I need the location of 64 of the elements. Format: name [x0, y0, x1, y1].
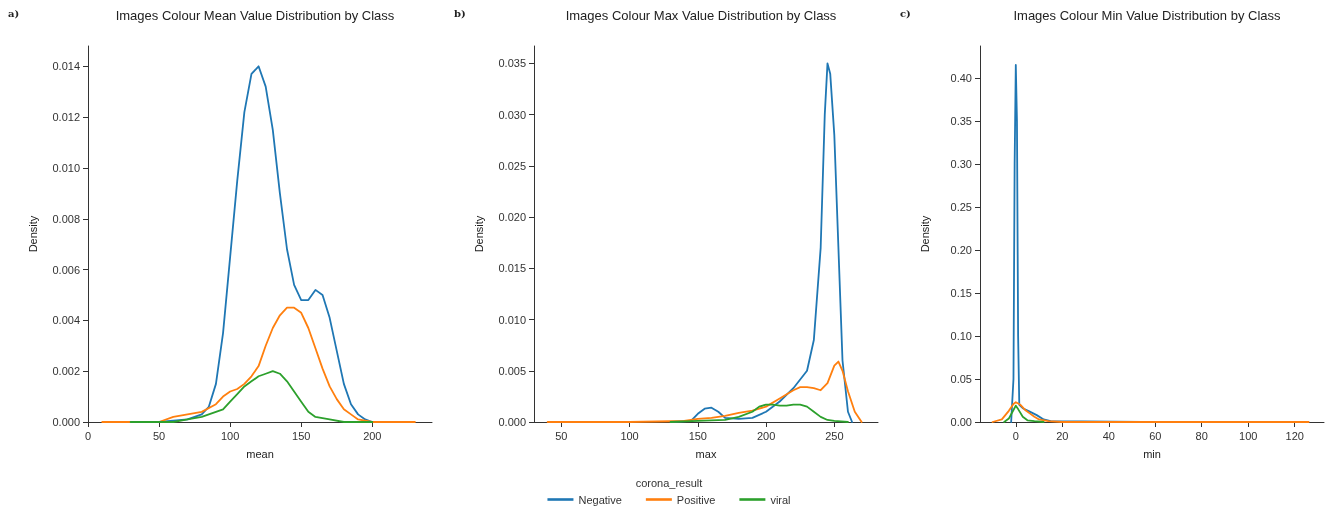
x-tick-label: 100: [1239, 429, 1258, 442]
y-tick-label: 0.000: [52, 416, 80, 428]
y-tick-label: 0.005: [498, 364, 526, 377]
y-tick-label: 0.000: [498, 416, 526, 428]
x-tick-label: 100: [620, 429, 639, 442]
x-axis-title: max: [695, 447, 717, 460]
y-tick-label: 0.030: [498, 108, 526, 121]
y-tick-label: 0.002: [52, 365, 80, 378]
x-tick-label: 20: [1056, 429, 1069, 442]
y-tick-label: 0.20: [950, 243, 972, 256]
chart-title: Images Colour Min Value Distribution by Class: [1013, 8, 1282, 23]
y-tick-label: 0.035: [498, 57, 526, 70]
line-series: [101, 306, 416, 423]
chart-title: Images Colour Mean Value Distribution by Class: [115, 8, 395, 23]
y-tick-label: 0.010: [52, 161, 80, 174]
x-axis-title: mean: [246, 447, 274, 460]
x-tick-label: 200: [363, 429, 382, 442]
y-tick-label: 0.014: [52, 60, 80, 73]
y-tick-label: 0.012: [52, 111, 80, 124]
text: a): [8, 7, 20, 19]
x-tick-label: 150: [688, 429, 707, 442]
x-axis-title: min: [1143, 447, 1161, 460]
y-tick-label: 0.15: [950, 286, 972, 299]
x-tick-label: 100: [220, 429, 240, 442]
y-tick-label: 0.00: [950, 416, 972, 428]
line-series: [991, 401, 1310, 423]
line-series: [546, 360, 863, 423]
y-tick-label: 0.10: [950, 329, 972, 342]
text: c): [900, 7, 911, 19]
x-tick-label: 0: [84, 429, 92, 442]
y-tick-label: 0.006: [52, 263, 80, 276]
y-axis-title: Density: [26, 215, 39, 253]
legend-label: viral: [770, 493, 791, 506]
y-tick-label: 0.25: [950, 200, 972, 213]
x-tick-label: 120: [1285, 429, 1304, 442]
x-tick-label: 250: [825, 429, 844, 442]
y-tick-label: 0.025: [498, 159, 526, 172]
y-tick-label: 0.008: [52, 212, 80, 225]
x-tick-label: 40: [1102, 429, 1115, 442]
x-tick-label: 80: [1195, 429, 1208, 442]
y-axis-title: Density: [918, 215, 931, 253]
y-tick-label: 0.40: [950, 71, 972, 84]
y-tick-label: 0.010: [498, 313, 526, 326]
y-axis-title: Density: [472, 215, 485, 253]
x-tick-label: 0: [1012, 429, 1019, 442]
x-tick-label: 150: [292, 429, 311, 442]
text: b): [454, 7, 466, 19]
line-series: [1003, 404, 1045, 423]
y-tick-label: 0.35: [950, 114, 972, 127]
legend-title: corona_result: [635, 476, 703, 489]
y-tick-label: 0.004: [52, 314, 80, 327]
y-tick-label: 0.015: [498, 262, 526, 275]
y-tick-label: 0.020: [498, 211, 526, 224]
x-tick-label: 60: [1149, 429, 1162, 442]
line-series: [129, 370, 374, 423]
x-tick-label: 50: [152, 429, 166, 442]
legend-label: Negative: [578, 493, 622, 506]
chart-title: Images Colour Max Value Distribution by Class: [565, 8, 837, 23]
y-tick-label: 0.05: [950, 372, 972, 385]
x-tick-label: 50: [555, 429, 568, 442]
line-series: [669, 403, 849, 423]
x-tick-label: 200: [756, 429, 776, 442]
y-tick-label: 0.30: [950, 157, 972, 170]
legend-label: Positive: [676, 493, 716, 506]
